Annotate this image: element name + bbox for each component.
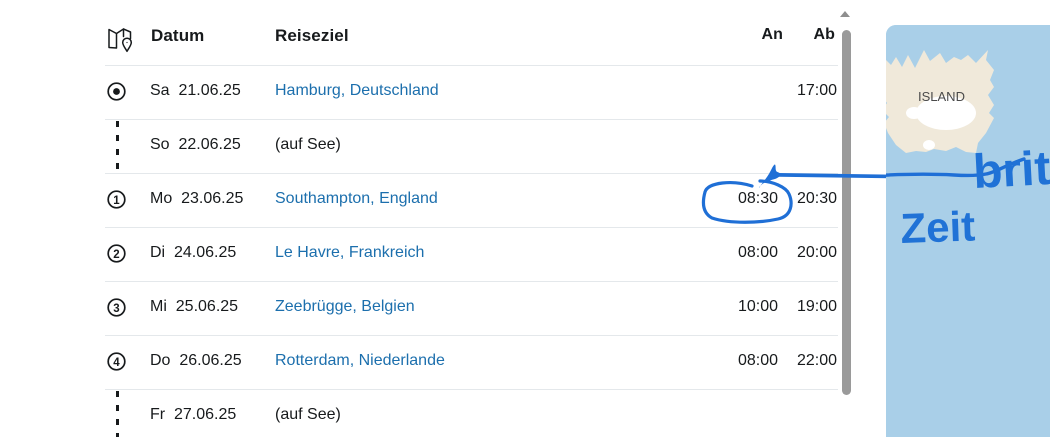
svg-text:brit: brit <box>972 142 1050 199</box>
svg-text:Zeit: Zeit <box>900 202 976 252</box>
